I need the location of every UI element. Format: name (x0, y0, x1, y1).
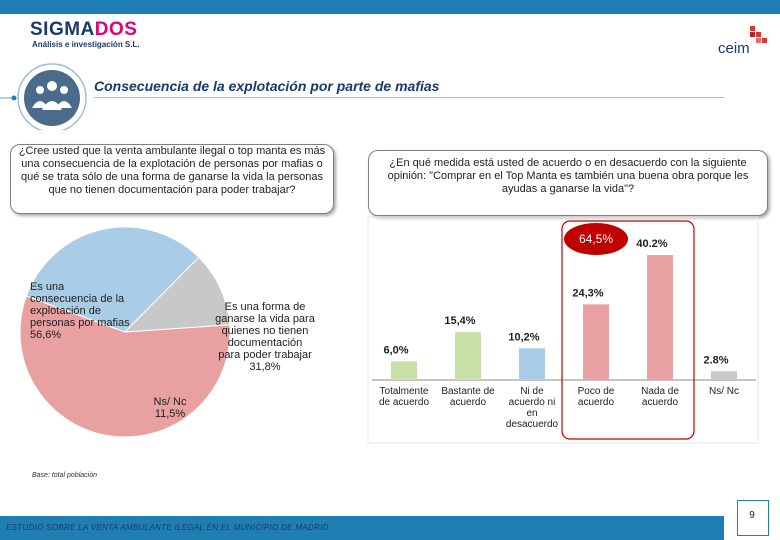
pie-label-forma-de-vida: Es una forma de ganarse la vida para quien… (215, 301, 316, 373)
bar-value-1: 15,4% (444, 315, 475, 327)
top-bar (0, 0, 780, 14)
question-1-box: ¿Cree usted que la venta ambulante ilega… (10, 144, 334, 214)
bar-5 (711, 371, 737, 380)
pie-label-explotacion: Es una consecuencia de la explotación de pe… (30, 281, 130, 341)
bar-category-3: Poco de acuerdo (578, 386, 615, 408)
brand-prefix: SIGMA (30, 19, 95, 40)
bar-category-2: Ni de acuerdo ni en desacuerdo (506, 386, 559, 430)
bar-category-5: Ns/ Nc (709, 386, 739, 397)
bar-2 (519, 348, 545, 380)
bar-chart-frame (367, 216, 759, 444)
bar-category-0: Totalmente de acuerdo (379, 386, 429, 408)
pie-slice-forma-de-vida (25, 226, 200, 333)
bar-category-1: Bastante de acuerdo (441, 386, 495, 408)
pie-slice-ns-nc (123, 256, 231, 333)
bar-3 (583, 304, 609, 380)
footer-text: ESTUDIO SOBRE LA VENTA AMBULANTE ILEGAL … (6, 523, 329, 532)
ceim-logo: ceim (716, 24, 776, 64)
bar-category-4: Nada de acuerdo (641, 386, 679, 408)
bottom-bar (0, 516, 724, 540)
sigmados-logo: SIGMADOS Análisis e investigación S.L. (30, 20, 190, 54)
bar-value-2: 10,2% (508, 331, 539, 343)
bar-value-5: 2.8% (703, 354, 728, 366)
pie-label-ns-nc: Ns/ Nc 11,5% (154, 396, 188, 420)
bar-value-4: 40.2% (636, 238, 667, 250)
question-1-text: ¿Cree usted que la venta ambulante ilega… (18, 145, 326, 196)
bar-value-3: 24,3% (572, 287, 603, 299)
question-2-box: ¿En qué medida está usted de acuerdo o e… (368, 150, 768, 216)
base-note: Base: total población (32, 472, 97, 479)
disagree-highlight-box (561, 220, 695, 440)
people-icon (32, 81, 72, 110)
ceim-wordmark: ceim (718, 40, 750, 57)
bar-value-0: 6,0% (383, 344, 408, 356)
bar-0 (391, 361, 417, 380)
bar-4 (647, 255, 673, 380)
pie-chart: Es una consecuencia de la explotación de pe… (19, 226, 316, 438)
page-title: Consecuencia de la explotación por parte… (94, 78, 440, 94)
total-disagree-badge (564, 223, 628, 255)
bar-chart: 6,0% Totalmente de acuerdo 15,4% Bastante de… (367, 216, 759, 444)
pie-slice-explotacion (19, 295, 231, 438)
brand-subtitle: Análisis e investigación S.L. (32, 40, 140, 49)
question-2-text: ¿En qué medida está usted de acuerdo o e… (387, 157, 749, 195)
brand-suffix: DOS (94, 19, 138, 40)
total-disagree-value: 64,5% (579, 232, 613, 246)
page-number: 9 (749, 510, 755, 521)
bar-1 (455, 332, 481, 380)
people-emblem (0, 63, 87, 130)
title-divider (94, 97, 724, 98)
page-box (737, 500, 769, 536)
